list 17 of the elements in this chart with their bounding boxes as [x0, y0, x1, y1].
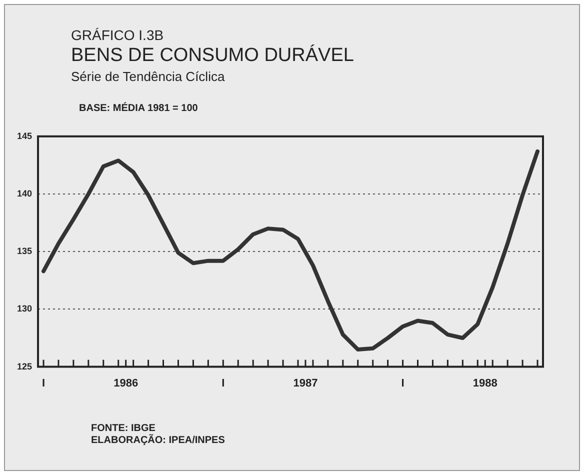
- chart-title: BENS DE CONSUMO DURÁVEL: [71, 45, 354, 67]
- text: ELABORAÇÃO: IPEA/INPES: [91, 435, 225, 446]
- x-tick-label: I: [401, 377, 404, 390]
- x-tick-label: 1987: [293, 377, 318, 390]
- y-axis-title: BASE: MÉDIA 1981 = 100: [79, 103, 198, 114]
- y-tick-label: 140: [16, 188, 32, 198]
- y-tick-label: 135: [16, 246, 32, 256]
- x-tick-label: 1986: [114, 377, 138, 390]
- x-tick-label: I: [42, 377, 46, 390]
- y-tick-label: 130: [16, 304, 32, 314]
- chart-subtitle: Série de Tendência Cíclica: [71, 69, 225, 84]
- y-tick-label: 125: [16, 361, 32, 372]
- text: GRÁFICO I.3B: [71, 27, 164, 43]
- y-tick-label: 145: [16, 130, 32, 141]
- source-note: FONTE: IBGE: [91, 423, 156, 434]
- x-tick-label: 1988: [472, 377, 498, 390]
- x-tick-label: I: [222, 377, 225, 390]
